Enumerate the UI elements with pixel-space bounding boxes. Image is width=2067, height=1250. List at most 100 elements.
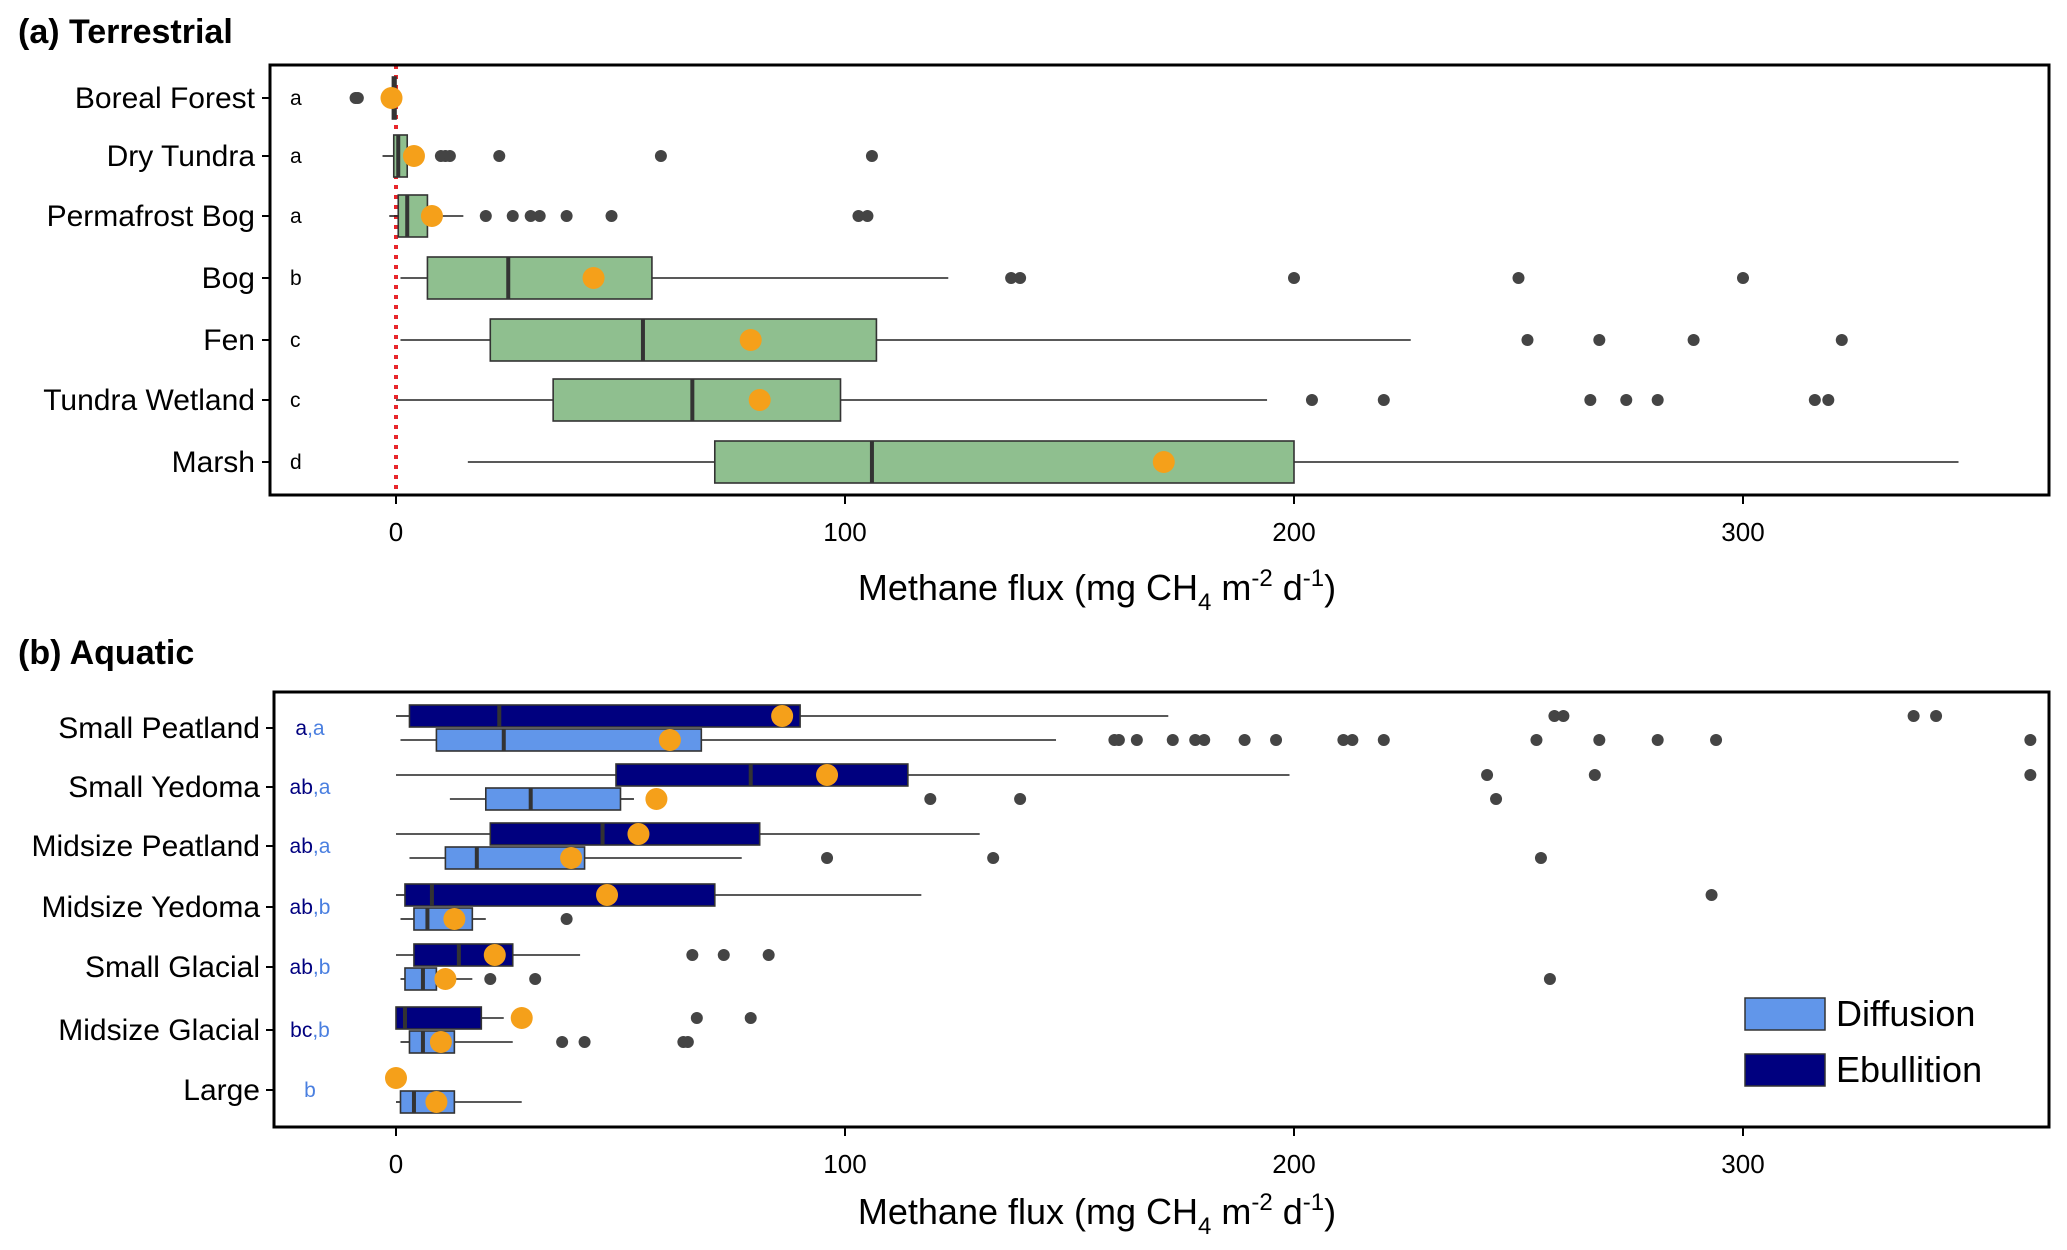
panel-b-title: (b) Aquatic: [18, 634, 194, 672]
panel-b-category-label: Small Glacial: [85, 951, 260, 984]
panel-a-outlier-point: [852, 210, 865, 222]
panel-b-diffusion-outlier-point: [1014, 793, 1027, 805]
panel-b-group-letter-ebullition: a: [295, 717, 307, 740]
panel-b-ebullition-mean-point: [816, 764, 839, 786]
panel-b-ebullition-box: [395, 1006, 483, 1030]
panel-b-group-letter-diffusion: a: [313, 717, 325, 740]
panel-b-x-tick-label: 300: [1721, 1149, 1764, 1179]
panel-a-plot: Boreal Forest a Dry Tundra a Permafrost Bog a…: [43, 63, 2051, 547]
panel-b-diffusion-outlier-point: [560, 913, 573, 925]
panel-b-ebullition-outlier-point: [2024, 769, 2037, 781]
panel-b-group-letters: ab,b: [290, 956, 331, 979]
panel-a-outlier-point: [351, 92, 364, 104]
panel-a-category-label: Boreal Forest: [75, 82, 256, 115]
panel-b-diffusion-outlier-point: [2024, 734, 2037, 746]
panel-a-group-letter: b: [290, 267, 302, 290]
panel-a-category-label: Bog: [202, 262, 255, 295]
legend-label-ebullition: Ebullition: [1836, 1049, 1982, 1090]
panel-b-category-label: Midsize Peatland: [32, 830, 260, 863]
panel-b-group-letter-separator: ,: [312, 1019, 318, 1042]
panel-b-ebullition-outlier-point: [1705, 889, 1718, 901]
panel-b-diffusion-outlier-point: [1198, 734, 1211, 746]
legend-swatch-diffusion: [1744, 997, 1826, 1031]
legend-label-diffusion: Diffusion: [1836, 993, 1975, 1034]
panel-b-diffusion-mean-point: [425, 1091, 448, 1113]
panel-a-outlier-point: [506, 210, 519, 222]
panel-b-diffusion-outlier-point: [1189, 734, 1202, 746]
panel-a-group-letter: a: [290, 145, 302, 168]
panel-a-outlier-point: [1377, 394, 1390, 406]
panel-a-outlier-point: [1288, 272, 1300, 284]
panel-b-diffusion-outlier-point: [681, 1036, 694, 1048]
panel-b-diffusion-outlier-point: [1377, 734, 1390, 746]
panel-b-diffusion-outlier-point: [1710, 734, 1723, 746]
panel-a-category-label: Marsh: [172, 446, 255, 479]
panel-a-category-label: Fen: [203, 324, 255, 357]
panel-b-group-letter-ebullition: ab: [290, 776, 313, 799]
panel-b-ebullition-outlier-point: [686, 949, 699, 961]
panel-b-diffusion-outlier-point: [1490, 793, 1503, 805]
panel-a-outlier-point: [1835, 334, 1848, 346]
panel-b-diffusion-outlier-point: [556, 1036, 569, 1048]
panel-b-diffusion-outlier-point: [821, 852, 834, 864]
panel-a-outlier-point: [1593, 334, 1606, 346]
panel-b-group-letter-ebullition: bc: [290, 1019, 312, 1042]
panel-a-category-label: Tundra Wetland: [43, 384, 255, 417]
panel-b-group-letter-diffusion: b: [318, 1019, 330, 1042]
panel-a-group-letter: d: [290, 451, 302, 474]
panel-b-diffusion-box: [404, 967, 438, 991]
panel-a-mean-point: [402, 145, 425, 167]
panel-a-category-label: Dry Tundra: [107, 140, 256, 173]
panel-a-x-tick-label: 200: [1272, 517, 1315, 547]
panel-b-diffusion-outlier-point: [1270, 734, 1283, 746]
panel-b-diffusion-outlier-point: [924, 793, 937, 805]
panel-b-category-label: Small Peatland: [58, 712, 260, 745]
panel-b-group-letter-separator: ,: [313, 896, 319, 919]
panel-b-diffusion-mean-point: [658, 729, 681, 751]
panel-b-category-label: Midsize Yedoma: [42, 891, 261, 924]
panel-b-category-label: Midsize Glacial: [58, 1014, 260, 1047]
panel-a-mean-point: [420, 205, 443, 227]
panel-b-extra-mean-point: [385, 1067, 407, 1089]
panel-a-outlier-point: [1305, 394, 1318, 406]
panel-b-ebullition-mean-point: [596, 884, 619, 906]
panel-b-ebullition-outlier-point: [762, 949, 775, 961]
panel-a-outlier-point: [560, 210, 573, 222]
panel-a-mean-point: [748, 389, 771, 411]
panel-b-category-label: Large: [183, 1074, 260, 1107]
panel-b-group-letter-ebullition: ab: [290, 956, 313, 979]
panel-b-group-letters: bc,b: [290, 1019, 330, 1042]
panel-a-outlier-point: [1584, 394, 1597, 406]
panel-b-x-tick-label: 200: [1272, 1149, 1315, 1179]
panel-b-diffusion-mean-point: [443, 908, 466, 930]
panel-b-diffusion-outlier-point: [1593, 734, 1606, 746]
panel-b-group-letter-diffusion: b: [304, 1079, 316, 1102]
panel-a-mean-point: [739, 329, 762, 351]
panel-a-outlier-point: [654, 150, 667, 162]
panel-b-group-letters: b: [304, 1079, 316, 1102]
panel-a-x-tick-label: 100: [823, 517, 866, 547]
panel-a-outlier-point: [533, 210, 546, 222]
panel-a-outlier-point: [861, 210, 874, 222]
panel-b-group-letter-diffusion: b: [319, 896, 331, 919]
panel-a-mean-point: [380, 87, 403, 109]
panel-b-x-tick-label: 100: [823, 1149, 866, 1179]
panel-b-ebullition-outlier-point: [1907, 710, 1920, 722]
panel-b-ebullition-outlier-point: [1557, 710, 1570, 722]
panel-b-diffusion-outlier-point: [484, 973, 497, 985]
panel-a-outlier-point: [524, 210, 537, 222]
panel-b-diffusion-mean-point: [560, 847, 583, 869]
panel-a-plot-frame: [268, 63, 2051, 497]
panel-a-outlier-point: [1808, 394, 1821, 406]
panel-b-ebullition-outlier-point: [1481, 769, 1494, 781]
panel-b-diffusion-outlier-point: [1238, 734, 1251, 746]
panel-b-ebullition-outlier-point: [1930, 710, 1943, 722]
panel-b-diffusion-mean-point: [429, 1031, 452, 1053]
panel-a-mean-point: [582, 267, 605, 289]
panel-b-group-letters: ab,a: [290, 776, 331, 799]
panel-a-group-letter: a: [290, 87, 302, 110]
panel-b-ebullition-outlier-point: [690, 1012, 703, 1024]
panel-b-ebullition-box: [489, 822, 761, 846]
panel-b-x-tick-label: 0: [389, 1149, 403, 1179]
